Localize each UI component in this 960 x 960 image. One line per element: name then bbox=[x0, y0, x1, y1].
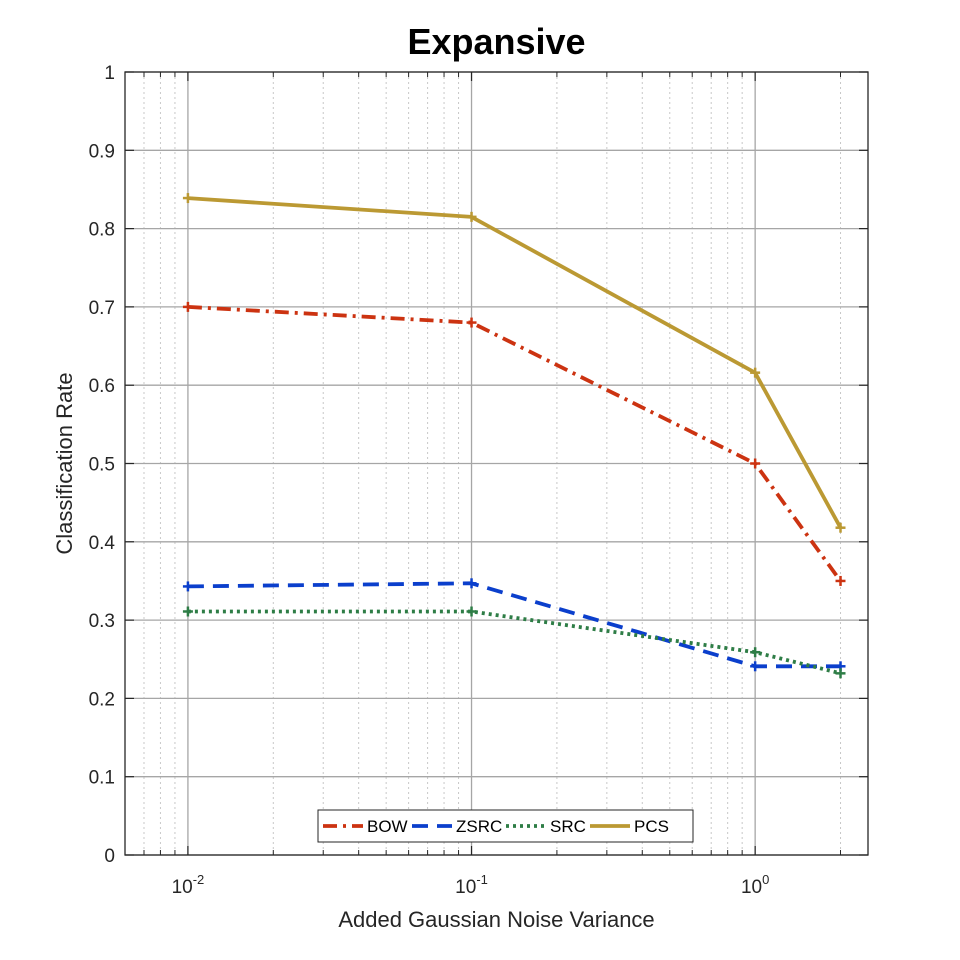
y-tick-label: 0.7 bbox=[89, 298, 115, 319]
data-point bbox=[750, 458, 761, 469]
y-tick-label: 0.1 bbox=[89, 768, 115, 789]
data-point bbox=[466, 211, 477, 222]
series-pcs bbox=[182, 193, 846, 533]
y-tick-label: 0.2 bbox=[89, 689, 115, 710]
data-point bbox=[835, 522, 846, 533]
series-src bbox=[182, 606, 846, 679]
data-point bbox=[750, 367, 761, 378]
legend-box bbox=[317, 809, 694, 843]
legend-label-bow: BOW bbox=[367, 817, 408, 836]
data-point bbox=[466, 606, 477, 617]
y-tick-label: 1 bbox=[104, 63, 115, 84]
series-layer bbox=[182, 193, 846, 679]
x-axis-label: Added Gaussian Noise Variance bbox=[338, 907, 654, 932]
x-tick-label: 10-1 bbox=[455, 872, 488, 898]
x-tick-label: 10-2 bbox=[172, 872, 205, 898]
chart-title: Expansive bbox=[407, 21, 585, 62]
y-tick-label: 0 bbox=[104, 846, 115, 867]
data-point bbox=[466, 578, 477, 589]
legend-label-src: SRC bbox=[550, 817, 586, 836]
y-tick-label: 0.3 bbox=[89, 611, 115, 632]
x-tick-labels: 10-2 10-1 100 bbox=[172, 872, 770, 898]
y-tick-labels: 0 0.1 0.2 0.3 0.4 0.5 0.6 0.7 0.8 0.9 1 bbox=[89, 63, 116, 867]
data-point bbox=[466, 317, 477, 328]
series-line-bow bbox=[187, 305, 843, 583]
legend-label-zsrc: ZSRC bbox=[456, 817, 502, 836]
x-tick-label: 100 bbox=[741, 872, 769, 898]
data-point bbox=[835, 668, 846, 679]
series-line-zsrc bbox=[187, 581, 841, 669]
data-point bbox=[835, 575, 846, 586]
y-tick-label: 0.9 bbox=[89, 141, 115, 162]
data-point bbox=[750, 647, 761, 658]
legend: BOW ZSRC SRC PCS bbox=[317, 809, 694, 843]
data-point bbox=[182, 301, 193, 312]
y-tick-label: 0.6 bbox=[89, 376, 115, 397]
y-tick-label: 0.4 bbox=[89, 533, 116, 554]
y-tick-label: 0.8 bbox=[89, 220, 115, 241]
series-bow bbox=[182, 301, 846, 586]
data-point bbox=[182, 606, 193, 617]
data-point bbox=[182, 193, 193, 204]
legend-label-pcs: PCS bbox=[634, 817, 669, 836]
y-axis-label: Classification Rate bbox=[52, 372, 77, 554]
series-line-src bbox=[187, 609, 841, 676]
data-point bbox=[750, 661, 761, 672]
data-point bbox=[182, 581, 193, 592]
tick-marks bbox=[125, 71, 868, 856]
y-tick-label: 0.5 bbox=[89, 455, 115, 476]
series-line-pcs bbox=[187, 196, 843, 529]
